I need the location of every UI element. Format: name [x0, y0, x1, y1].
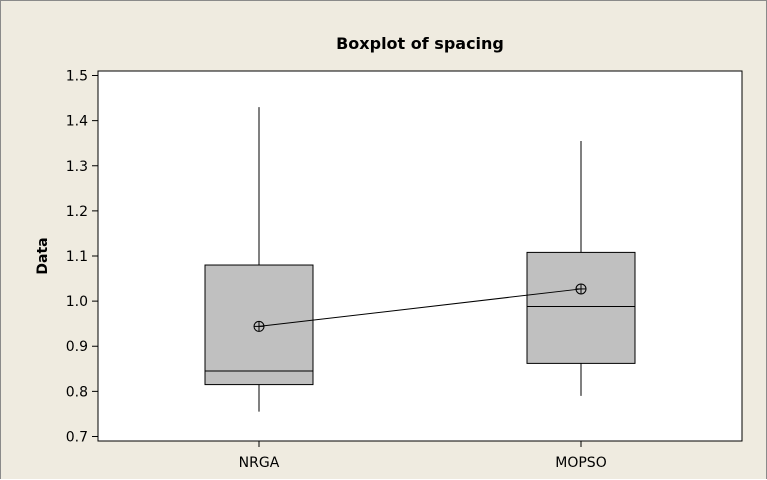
- x-category-label: NRGA: [239, 455, 280, 471]
- y-tick-label: 1.4: [66, 114, 88, 130]
- y-tick-label: 0.8: [66, 384, 88, 400]
- iqr-box: [526, 251, 636, 364]
- y-tick-label: 1.5: [66, 69, 88, 85]
- x-category-label: MOPSO: [555, 455, 606, 471]
- y-tick-label: 1.3: [66, 159, 88, 175]
- plot-area: [97, 70, 743, 442]
- y-tick-label: 1.2: [66, 204, 88, 220]
- y-tick-label: 1.0: [66, 294, 88, 310]
- y-axis-label: Data: [35, 237, 51, 274]
- mean-connect-line: [258, 288, 582, 327]
- y-tick-label: 0.9: [66, 339, 88, 355]
- y-tick-label: 0.7: [66, 429, 88, 445]
- chart-title: Boxplot of spacing: [336, 34, 504, 53]
- y-tick-label: 1.1: [66, 249, 88, 265]
